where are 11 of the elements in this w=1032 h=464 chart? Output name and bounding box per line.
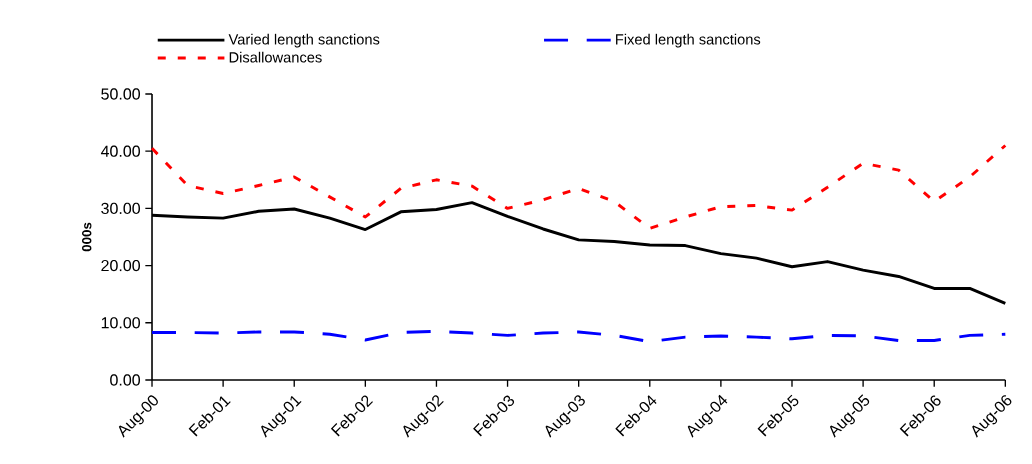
y-tick-label: 10.00 bbox=[101, 317, 141, 329]
y-tick-label: 40.00 bbox=[100, 145, 141, 157]
legend-label: Fixed length sanctions bbox=[616, 33, 761, 48]
y-tick-label: 0.00 bbox=[110, 374, 141, 386]
y-tick-label: 50.00 bbox=[101, 88, 141, 100]
y-axis-title: 000s bbox=[82, 222, 92, 252]
y-tick-label: 20.00 bbox=[101, 259, 141, 272]
legend-label: Varied length sanctions bbox=[228, 33, 380, 48]
line-series bbox=[150, 329, 1007, 344]
y-tick-label: 30.00 bbox=[101, 202, 141, 215]
legend-label: Disallowances bbox=[229, 51, 322, 63]
